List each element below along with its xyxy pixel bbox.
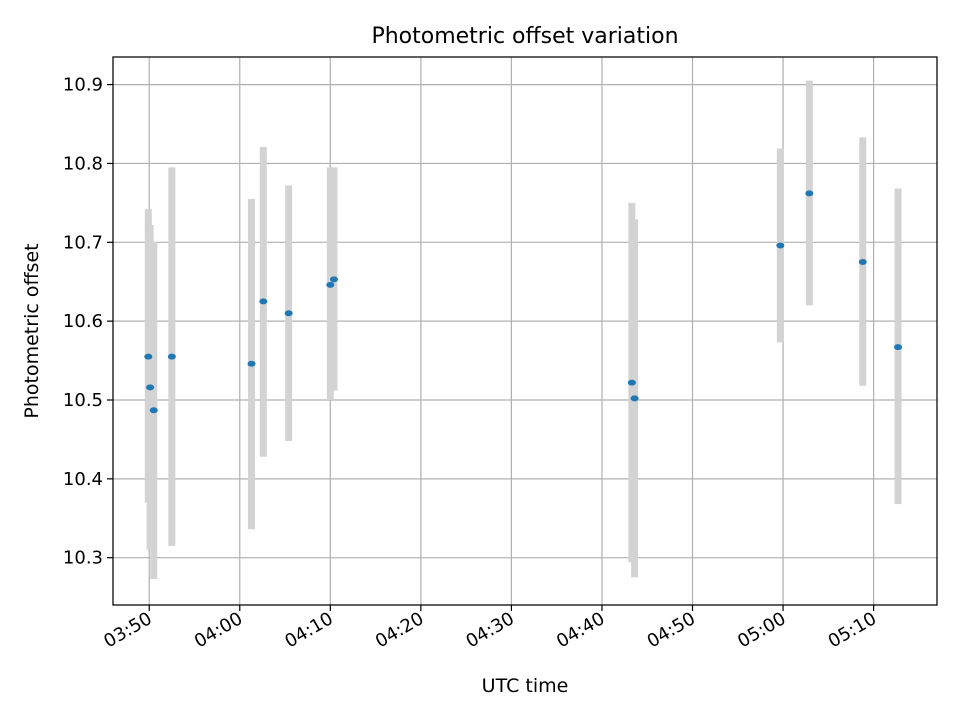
y-axis-label: Photometric offset [21, 243, 43, 418]
y-tick-label: 10.9 [63, 75, 103, 96]
data-point [247, 360, 256, 367]
y-axis-ticks: 10.3 10.4 10.5 10.6 10.7 10.8 10.9 [63, 75, 113, 569]
data-point [776, 242, 785, 249]
data-point [284, 310, 293, 317]
data-point [630, 395, 639, 402]
data-point [805, 190, 814, 197]
data-point [329, 276, 338, 283]
y-tick-label: 10.7 [63, 232, 103, 253]
y-tick-label: 10.5 [63, 390, 103, 411]
y-tick-label: 10.6 [63, 311, 103, 332]
data-point [149, 407, 158, 414]
data-point [326, 281, 335, 288]
plot-frame [112, 56, 938, 606]
data-point [858, 259, 867, 266]
data-point [167, 353, 176, 360]
y-tick-label: 10.4 [63, 469, 103, 490]
grid-lines [113, 57, 937, 605]
data-point [144, 353, 153, 360]
data-points [144, 190, 903, 414]
x-axis-label: UTC time [482, 675, 569, 697]
y-tick-label: 10.8 [63, 153, 103, 174]
data-point [259, 298, 268, 305]
data-point [627, 379, 636, 386]
data-point [894, 344, 903, 351]
y-tick-label: 10.3 [63, 548, 103, 569]
chart-title: Photometric offset variation [371, 24, 678, 49]
data-point [146, 384, 155, 391]
